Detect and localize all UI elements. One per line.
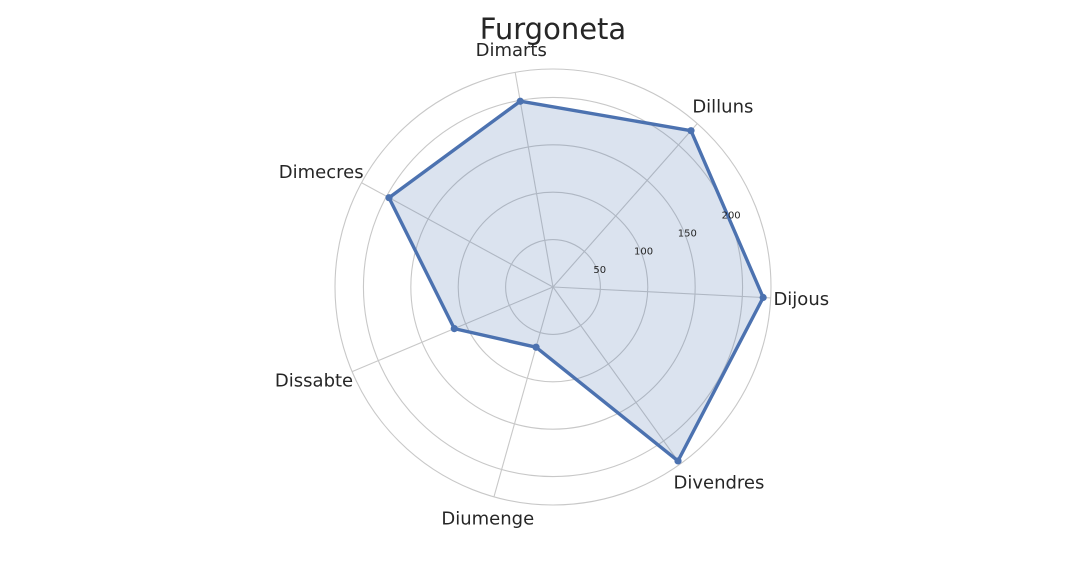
category-label-dimarts: Dimarts: [476, 40, 547, 61]
data-point-dimarts: [516, 97, 524, 105]
category-label-dijous: Dijous: [773, 289, 829, 310]
grid-layer: [334, 68, 772, 506]
r-tick-label: 200: [722, 210, 741, 221]
spoke-dijous: [552, 286, 771, 299]
data-point-dilluns: [687, 127, 695, 135]
data-point-dijous: [759, 293, 767, 302]
data-point-dissabte: [450, 324, 458, 333]
label-layer: 50 100 150 200 Dijous Dilluns Dimarts Dimecres D…: [275, 40, 829, 530]
outer-ring: [334, 68, 772, 506]
category-label-dimecres: Dimecres: [279, 162, 364, 183]
spoke-diumenge: [493, 286, 554, 497]
spoke-divendres: [552, 286, 681, 465]
grid-ring-50: [505, 239, 601, 335]
r-tick-label: 150: [678, 229, 697, 240]
data-point-dimecres: [385, 194, 393, 202]
spoke-dilluns: [552, 123, 698, 288]
r-tick-label: 100: [634, 247, 653, 258]
grid-ring-150: [410, 144, 696, 430]
spoke-dimarts: [514, 72, 554, 288]
category-label-diumenge: Diumenge: [441, 509, 534, 530]
grid-ring-200: [362, 96, 744, 478]
category-label-dilluns: Dilluns: [692, 97, 753, 118]
data-layer: [385, 97, 767, 465]
data-point-diumenge: [532, 343, 540, 351]
spoke-dimecres: [361, 182, 554, 288]
grid-ring-100: [457, 191, 649, 383]
series-area: [389, 101, 764, 461]
series-line: [387, 99, 765, 463]
data-point-divendres: [674, 457, 682, 465]
category-label-dissabte: Dissabte: [275, 370, 353, 391]
category-label-divendres: Divendres: [674, 472, 765, 493]
chart-title: Furgoneta: [479, 12, 627, 46]
r-tick-label: 50: [593, 265, 606, 276]
